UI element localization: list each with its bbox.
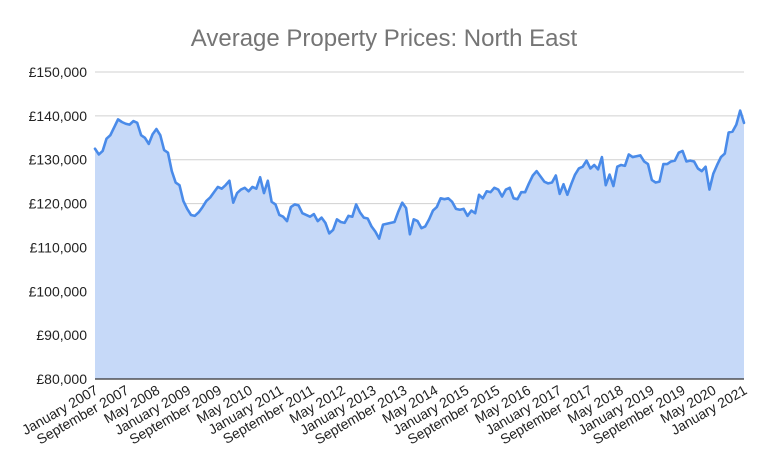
y-tick-label: £110,000 [30,239,88,255]
series-line [93,109,746,240]
y-tick-label: £120,000 [29,196,88,212]
y-tick-label: £90,000 [36,327,87,343]
y-tick-label: £100,000 [29,283,88,299]
y-tick-label: £140,000 [29,108,88,124]
y-tick-label: £130,000 [29,152,88,168]
y-tick-label: £80,000 [36,371,87,387]
series-area [95,110,744,379]
chart-title: Average Property Prices: North East [191,25,578,52]
y-axis-ticks: £80,000 £90,000 £100,000 £110,000 £120,000 £1… [29,64,88,387]
y-tick-label: £150,000 [29,64,88,80]
